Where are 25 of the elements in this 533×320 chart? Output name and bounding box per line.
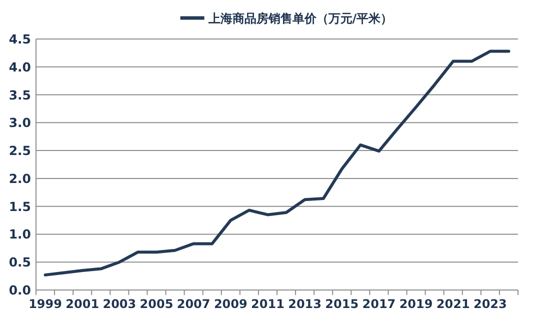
y-tick-label: 1.5 (8, 198, 31, 214)
x-tick-label: 2021 (436, 297, 470, 311)
y-tick-label: 0.0 (8, 282, 32, 298)
y-tick-label: 0.5 (8, 254, 31, 270)
x-tick-label: 2013 (288, 297, 322, 311)
x-tick-label: 2015 (325, 297, 359, 311)
x-tick-label: 2023 (473, 297, 507, 311)
x-tick-label: 1999 (28, 297, 62, 311)
y-tick-label: 3.5 (8, 87, 31, 102)
y-tick-label: 1.0 (8, 226, 32, 242)
y-tick-label: 4.5 (8, 32, 31, 46)
y-tick-label: 2.0 (8, 170, 32, 186)
line-series (44, 50, 510, 276)
y-tick-label: 4.0 (8, 59, 32, 74)
x-tick-label: 2017 (362, 297, 396, 311)
x-tick-label: 2001 (66, 297, 100, 311)
legend-label: 上海商品房销售单价（万元/平米） (207, 12, 393, 26)
x-tick-label: 2009 (214, 297, 248, 311)
y-tick-label: 2.5 (8, 143, 31, 158)
x-tick-label: 2011 (251, 297, 284, 311)
x-tick-label: 2019 (399, 297, 433, 311)
x-tick-label: 2003 (102, 297, 136, 311)
x-tick-label: 2007 (176, 297, 210, 311)
y-tick-label: 3.0 (8, 115, 32, 130)
x-tick-label: 2005 (140, 297, 174, 311)
